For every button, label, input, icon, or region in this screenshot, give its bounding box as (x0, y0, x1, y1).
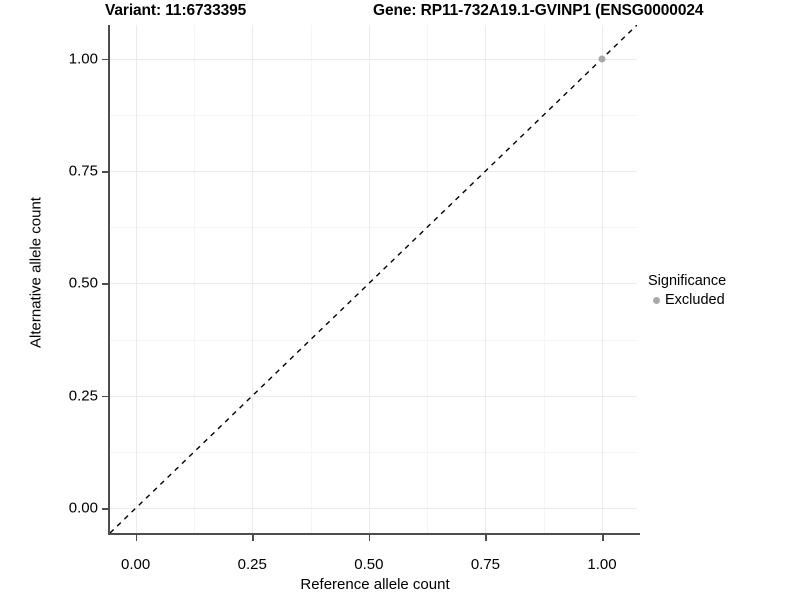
x-axis-tick (602, 535, 604, 541)
y-axis-tick (102, 58, 108, 61)
legend-item-label: Excluded (665, 292, 725, 308)
y-axis-tick-label: 0.00 (68, 499, 98, 517)
legend-items: Excluded (648, 291, 726, 309)
legend: Significance Excluded (648, 272, 726, 309)
y-axis-tick (102, 395, 108, 398)
y-axis-title: Alternative allele count (27, 197, 45, 348)
legend-item[interactable]: Excluded (648, 291, 726, 309)
x-axis-tick-label: 0.25 (237, 556, 267, 573)
gridline-minor-horizontal (110, 339, 637, 341)
gridline-major-horizontal (110, 395, 637, 397)
figure-title-row: Variant: 11:6733395 Gene: RP11-732A19.1-… (0, 0, 800, 26)
y-axis-tick (102, 508, 108, 510)
reference-line-diagonal (110, 25, 637, 533)
x-axis-tick (368, 535, 371, 541)
x-axis-tick-label: 0.50 (354, 556, 384, 573)
gridline-minor-horizontal (110, 452, 637, 454)
x-axis-tick-label: 0.75 (470, 556, 501, 573)
y-axis-tick-label: 1.00 (68, 50, 98, 68)
gridline-major-horizontal (110, 171, 637, 173)
y-axis-tick (102, 171, 108, 173)
y-axis-tick-label: 0.25 (68, 387, 98, 405)
gridline-minor-horizontal (110, 227, 637, 229)
y-axis-tick-label: 0.50 (68, 274, 98, 292)
gridline-major-vertical (135, 25, 137, 533)
x-axis-tick-label: 0.00 (121, 556, 151, 573)
legend-marker-icon (648, 296, 665, 304)
gene-title: Gene: RP11-732A19.1-GVINP1 (ENSG0000024 (373, 2, 704, 19)
gridline-major-vertical (485, 25, 487, 533)
gridline-major-vertical (368, 25, 370, 533)
x-axis-title: Reference allele count (300, 576, 450, 593)
variant-title: Variant: 11:6733395 (105, 2, 247, 19)
x-axis-tick (485, 535, 487, 541)
y-axis-tick (102, 283, 108, 285)
gridline-major-horizontal (110, 58, 637, 60)
x-axis-tick-label: 1.00 (587, 556, 617, 573)
gridline-minor-vertical (310, 25, 312, 533)
data-point[interactable] (598, 55, 606, 63)
gridline-major-horizontal (110, 283, 637, 285)
x-axis-tick (135, 535, 138, 541)
gridline-major-vertical (252, 25, 254, 533)
gridline-minor-vertical (193, 25, 195, 533)
gridline-major-vertical (602, 25, 604, 533)
y-axis-line (108, 25, 110, 534)
y-axis-tick-label: 0.75 (68, 162, 98, 180)
x-axis-tick (252, 535, 254, 541)
legend-title: Significance (648, 273, 727, 289)
gridline-minor-horizontal (110, 114, 637, 116)
x-axis-line (108, 533, 640, 535)
gridline-minor-vertical (427, 25, 429, 533)
gridline-minor-vertical (543, 25, 545, 533)
plot-panel (110, 25, 637, 533)
gridline-major-horizontal (110, 508, 637, 510)
